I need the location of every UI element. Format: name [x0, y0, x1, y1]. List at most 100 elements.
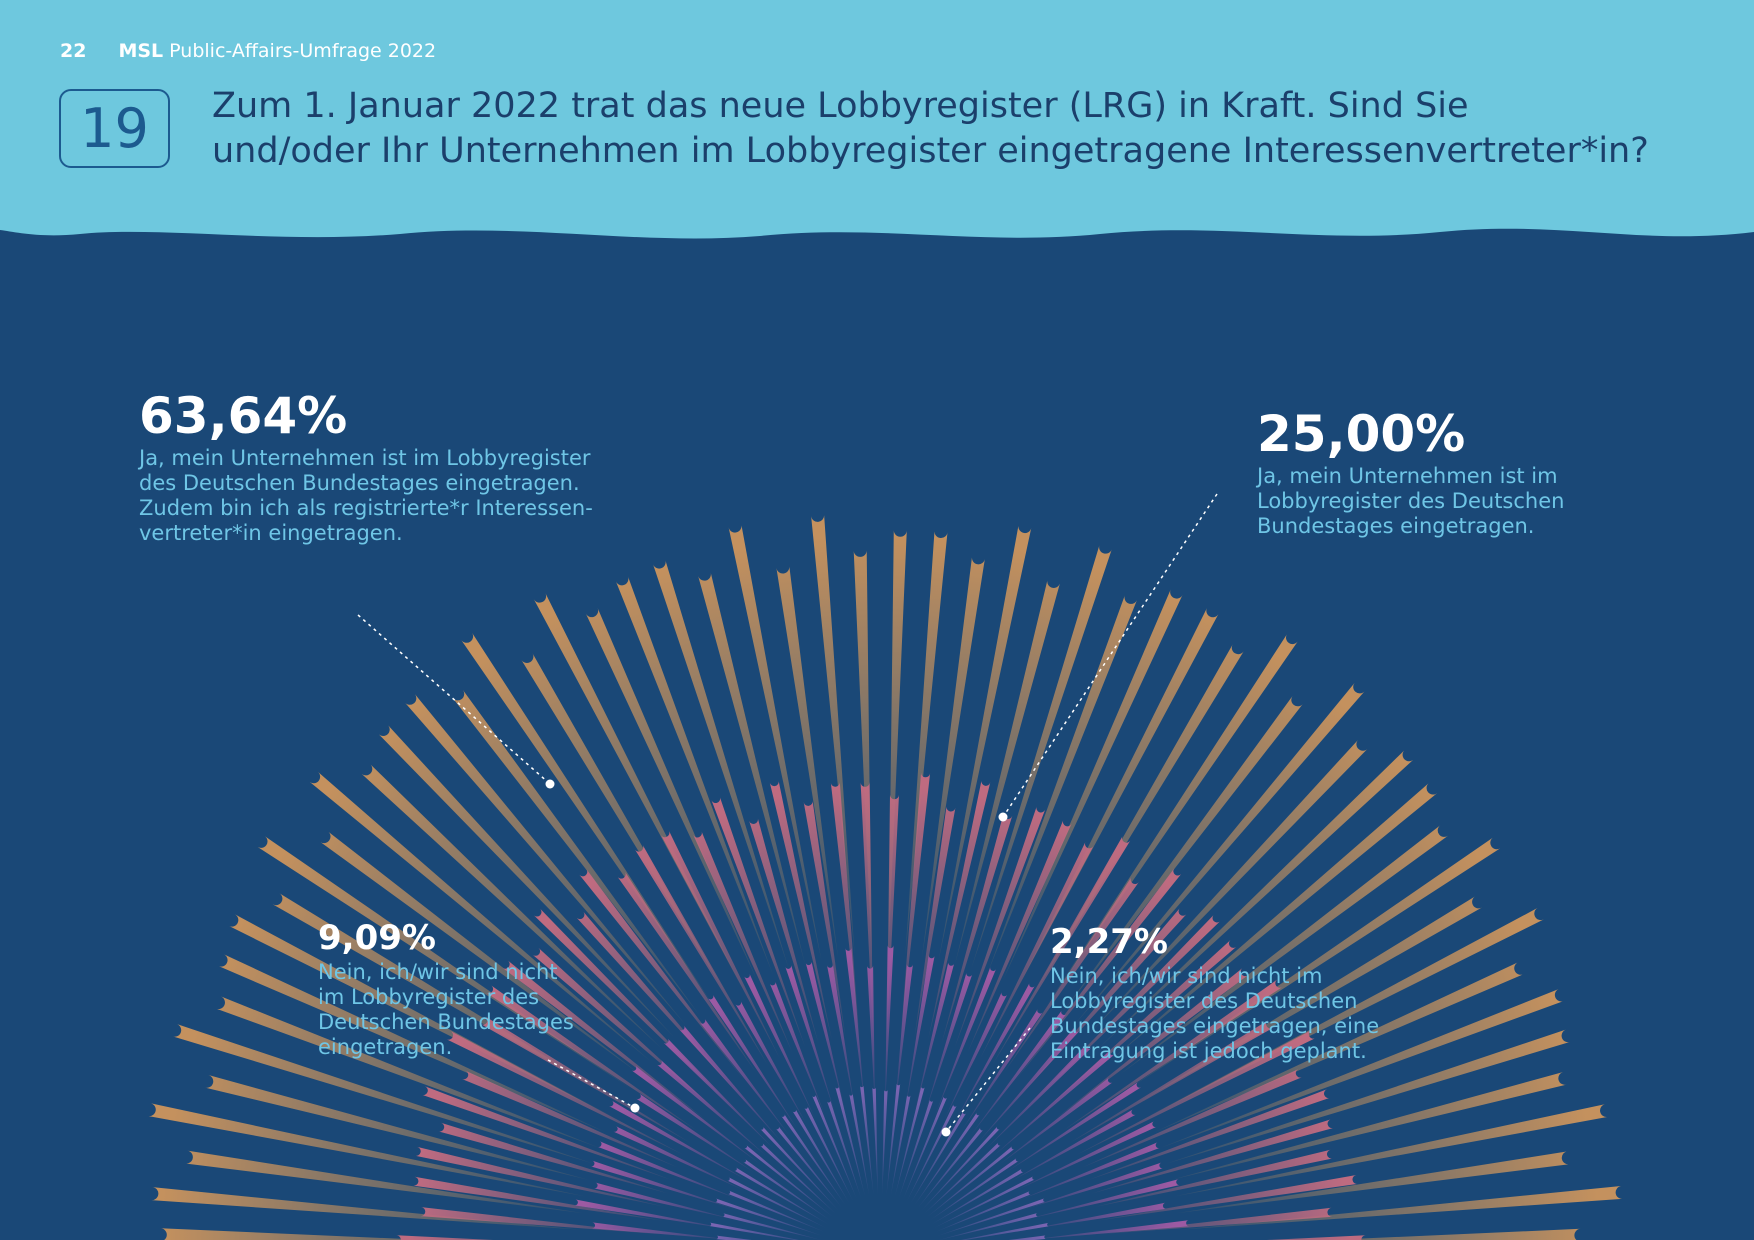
ray [935, 1191, 1031, 1232]
ray [698, 572, 806, 965]
ray [776, 1126, 843, 1209]
ray [987, 595, 1138, 975]
ray [693, 831, 793, 1054]
ray [185, 1150, 583, 1214]
ray [413, 1176, 663, 1221]
ray [967, 820, 1072, 1054]
ray [415, 1146, 666, 1207]
ray [885, 945, 894, 1106]
value-label-b: 25,00% [1257, 405, 1466, 463]
ray [827, 1100, 862, 1199]
ray [1081, 1069, 1302, 1168]
ray [970, 1010, 1067, 1136]
ray [849, 1093, 870, 1196]
ray [1153, 962, 1524, 1133]
ray [936, 1198, 1046, 1237]
burst-rays [148, 514, 1623, 1240]
ray [148, 1103, 586, 1197]
ray [827, 964, 855, 1108]
ray [591, 1222, 731, 1240]
ray [811, 514, 855, 957]
ray [1005, 1082, 1142, 1173]
ray [1091, 1119, 1333, 1194]
ray [608, 1100, 750, 1182]
ray [781, 1114, 846, 1206]
ray [590, 1160, 737, 1210]
ray [1019, 1142, 1160, 1200]
ray [502, 960, 707, 1121]
ray [923, 1142, 1001, 1215]
category-c-line-3: Deutschen Bundestages [318, 1010, 574, 1034]
ray [151, 1187, 582, 1230]
ray [867, 965, 875, 1106]
ray [461, 1070, 679, 1168]
ray [653, 560, 789, 970]
ray [727, 1177, 827, 1229]
category-label-d: 2,27% Nein, ich/wir sind nicht im Lobbyr… [1050, 922, 1379, 1064]
ray [661, 830, 781, 1059]
leader-line-a [357, 614, 551, 785]
ray [986, 1044, 1091, 1149]
category-a-line-3: Zudem bin ich als registrierte*r Interes… [139, 496, 593, 520]
ray [890, 1095, 911, 1196]
ray [1069, 1020, 1273, 1143]
category-d-line-2: Lobbyregister des Deutschen [1050, 989, 1358, 1013]
ray [1328, 1228, 1581, 1240]
ray [895, 963, 913, 1106]
category-b-line-3: Bundestages eingetragen. [1257, 514, 1535, 538]
ray [699, 1018, 790, 1136]
value-label-c: 9,09% [318, 918, 436, 958]
ray [903, 1096, 947, 1200]
leader-line-d-dot [941, 1127, 951, 1137]
ray [1119, 825, 1449, 1075]
ray [615, 576, 773, 975]
ray [910, 1111, 967, 1204]
ray [1025, 1179, 1180, 1220]
category-a-line-4: vertreter*in eingetragen. [139, 521, 403, 545]
ray [769, 981, 825, 1116]
ray [1062, 979, 1283, 1132]
ray [760, 1143, 837, 1215]
ray [744, 1145, 834, 1218]
category-d-line-4: Eintragung ist jedoch geplant. [1050, 1039, 1367, 1063]
ray [978, 1026, 1080, 1142]
ray [971, 545, 1112, 970]
ray [954, 580, 1060, 965]
ray [320, 831, 641, 1075]
ray [1087, 1089, 1330, 1181]
category-c-line-2: im Lobbyregister des [318, 985, 540, 1009]
ray [1053, 968, 1248, 1121]
header-wave [0, 0, 1754, 239]
ray [1098, 750, 1414, 1049]
category-b-line-2: Lobbyregister des Deutschen [1257, 489, 1565, 513]
value-label-d: 2,27% [1050, 922, 1168, 962]
ray [585, 608, 758, 982]
ray [803, 800, 846, 1038]
ray [709, 1222, 800, 1240]
ray [914, 1112, 980, 1206]
ray [962, 1009, 1043, 1130]
ray [1015, 1121, 1157, 1191]
ray [711, 797, 806, 1048]
category-label-c: 9,09% Nein, ich/wir sind nicht im Lobbyr… [318, 918, 574, 1060]
ray [657, 1060, 767, 1157]
ray [1008, 1235, 1047, 1240]
ray [999, 1077, 1113, 1165]
leader-line-a-dot [545, 779, 555, 789]
header-band [0, 0, 1754, 239]
ray [1003, 877, 1139, 1073]
ray [960, 1222, 1049, 1240]
category-a-line-1: Ja, mein Unternehmen ist im Lobbyregiste… [139, 446, 591, 470]
ray [1165, 1029, 1571, 1164]
ray [769, 780, 832, 1041]
ray [1146, 907, 1544, 1118]
ray [935, 966, 996, 1116]
ray [205, 1075, 590, 1181]
ray [679, 1025, 782, 1142]
ray [631, 1065, 761, 1165]
ray [1094, 1149, 1333, 1207]
ray [1170, 1072, 1567, 1181]
ray [979, 842, 1094, 1059]
ray [905, 955, 935, 1108]
ray [663, 1038, 774, 1149]
